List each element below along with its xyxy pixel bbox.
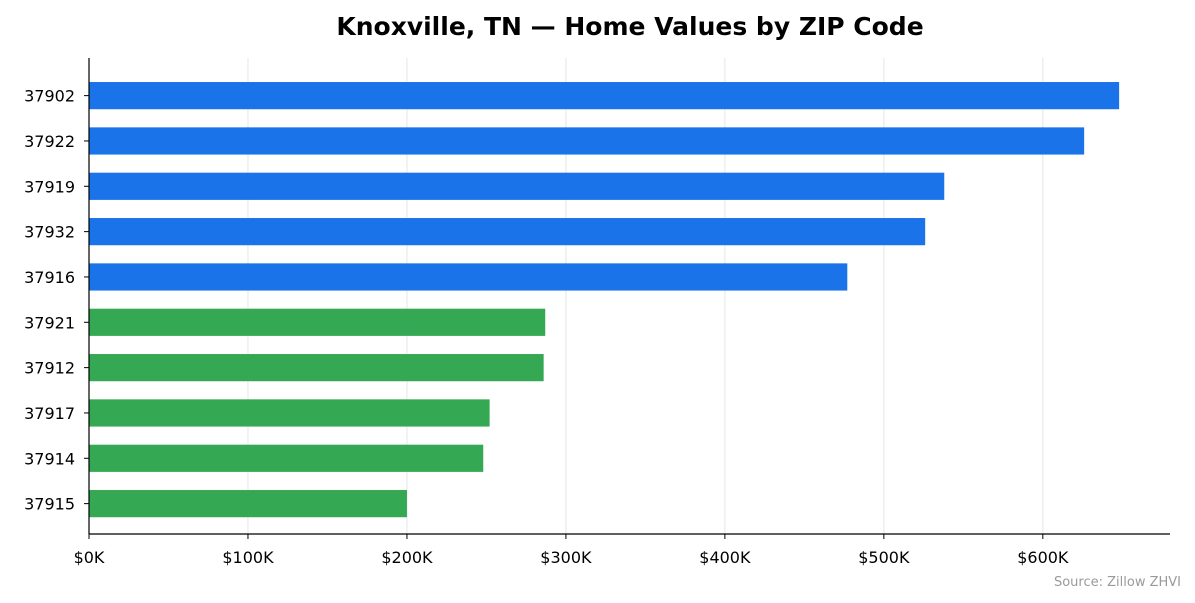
bar-37902 <box>89 82 1120 110</box>
y-tick-label: 37915 <box>24 495 75 514</box>
y-tick-label: 37922 <box>24 132 75 151</box>
x-tick-label: $400K <box>699 548 751 567</box>
y-tick-label: 37916 <box>24 268 75 287</box>
x-tick-labels: $0K $100K $200K $300K $400K $500K $600K <box>74 534 1069 567</box>
x-tick-label: $100K <box>222 548 274 567</box>
y-tick-label: 37912 <box>24 359 75 378</box>
chart-title: Knoxville, TN — Home Values by ZIP Code <box>336 12 923 41</box>
y-tick-label: 37902 <box>24 87 75 106</box>
bars <box>89 82 1120 518</box>
bar-37916 <box>89 263 848 291</box>
x-tick-label: $600K <box>1017 548 1069 567</box>
bar-37912 <box>89 354 544 382</box>
source-note: Source: Zillow ZHVI <box>1054 575 1181 590</box>
x-tick-label: $200K <box>381 548 433 567</box>
bar-37917 <box>89 399 490 427</box>
bar-37922 <box>89 127 1085 155</box>
bar-37914 <box>89 444 484 472</box>
x-tick-label: $300K <box>540 548 592 567</box>
y-tick-label: 37917 <box>24 404 75 423</box>
y-tick-labels: 37902 37922 37919 37932 37916 37921 37912 37917… <box>24 87 89 514</box>
axes <box>88 58 1170 535</box>
y-tick-label: 37914 <box>24 449 75 468</box>
x-tick-label: $500K <box>858 548 910 567</box>
y-tick-label: 37921 <box>24 313 75 332</box>
bar-37919 <box>89 172 945 200</box>
bar-37932 <box>89 218 926 246</box>
y-tick-label: 37932 <box>24 223 75 242</box>
bar-37921 <box>89 308 546 336</box>
bar-37915 <box>89 490 407 518</box>
x-tick-label: $0K <box>74 548 105 567</box>
y-tick-label: 37919 <box>24 177 75 196</box>
